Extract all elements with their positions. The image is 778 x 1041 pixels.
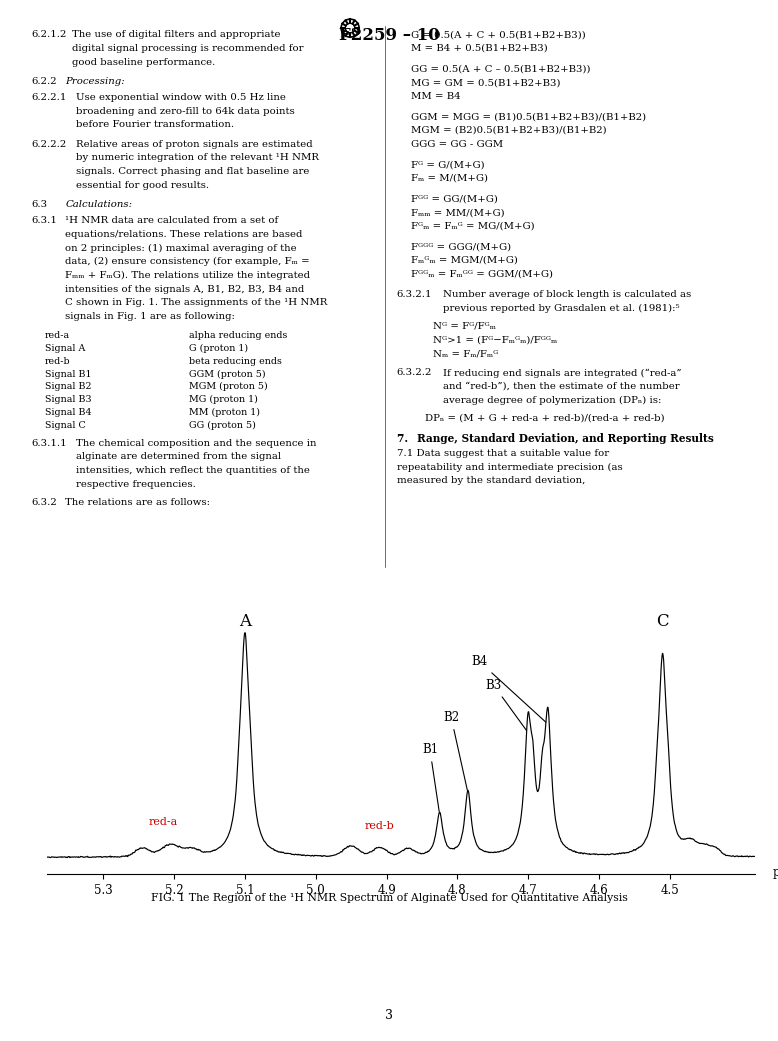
Text: red-b: red-b	[365, 821, 394, 832]
Text: Fₘₘ = MM/(M+G): Fₘₘ = MM/(M+G)	[411, 208, 505, 218]
Text: B3: B3	[485, 679, 527, 731]
Text: Signal B1: Signal B1	[45, 370, 91, 379]
Text: Fₘᴳₘ = MGM/(M+G): Fₘᴳₘ = MGM/(M+G)	[411, 256, 518, 265]
Text: Nᴳ = Fᴳ/Fᴳₘ: Nᴳ = Fᴳ/Fᴳₘ	[433, 322, 496, 331]
Text: measured by the standard deviation,: measured by the standard deviation,	[397, 477, 585, 485]
Text: Fᴳₘ = Fₘᴳ = MG/(M+G): Fᴳₘ = Fₘᴳ = MG/(M+G)	[411, 222, 534, 231]
Text: B4: B4	[471, 655, 546, 722]
Text: MM (proton 1): MM (proton 1)	[188, 408, 260, 416]
Text: previous reported by Grasdalen et al. (1981):⁵: previous reported by Grasdalen et al. (1…	[443, 304, 680, 313]
Text: signals in Fig. 1 are as following:: signals in Fig. 1 are as following:	[65, 312, 235, 321]
Text: and “red-b”), then the estimate of the number: and “red-b”), then the estimate of the n…	[443, 382, 680, 391]
Text: alpha reducing ends: alpha reducing ends	[188, 331, 287, 340]
Text: beta reducing ends: beta reducing ends	[188, 357, 282, 365]
Text: intensities of the signals A, B1, B2, B3, B4 and: intensities of the signals A, B1, B2, B3…	[65, 285, 305, 294]
Text: MM = B4: MM = B4	[411, 92, 461, 101]
Text: respective frequencies.: respective frequencies.	[75, 480, 195, 489]
Text: 6.3: 6.3	[31, 200, 47, 209]
Text: red-a: red-a	[149, 817, 178, 828]
Text: B2: B2	[443, 711, 468, 790]
Text: The use of digital filters and appropriate: The use of digital filters and appropria…	[72, 30, 281, 40]
Text: Fᴳᴳᴳ = GGG/(M+G): Fᴳᴳᴳ = GGG/(M+G)	[411, 243, 511, 251]
Text: Processing:: Processing:	[65, 77, 125, 85]
Text: 6.2.1.2: 6.2.1.2	[31, 30, 66, 40]
Text: ppm: ppm	[773, 866, 778, 879]
Text: The chemical composition and the sequence in: The chemical composition and the sequenc…	[75, 438, 316, 448]
Text: Use exponential window with 0.5 Hz line: Use exponential window with 0.5 Hz line	[75, 93, 286, 102]
Text: 6.3.1: 6.3.1	[31, 217, 57, 225]
Text: 7.1 Data suggest that a suitable value for: 7.1 Data suggest that a suitable value f…	[397, 449, 609, 458]
Text: ¹H NMR data are calculated from a set of: ¹H NMR data are calculated from a set of	[65, 217, 279, 225]
Text: Number average of block length is calculated as: Number average of block length is calcul…	[443, 290, 692, 299]
Text: GG (proton 5): GG (proton 5)	[188, 421, 255, 430]
Text: MG = GM = 0.5(B1+B2+B3): MG = GM = 0.5(B1+B2+B3)	[411, 78, 561, 87]
Text: The relations are as follows:: The relations are as follows:	[65, 498, 210, 507]
Text: G = 0.5(A + C + 0.5(B1+B2+B3)): G = 0.5(A + C + 0.5(B1+B2+B3))	[411, 30, 586, 40]
Text: Nₘ = Fₘ/Fₘᴳ: Nₘ = Fₘ/Fₘᴳ	[433, 349, 498, 358]
Text: MGM = (B2)0.5(B1+B2+B3)/(B1+B2): MGM = (B2)0.5(B1+B2+B3)/(B1+B2)	[411, 126, 607, 135]
Text: G (proton 1): G (proton 1)	[188, 344, 247, 353]
Text: by numeric integration of the relevant ¹H NMR: by numeric integration of the relevant ¹…	[75, 153, 319, 162]
Text: before Fourier transformation.: before Fourier transformation.	[75, 121, 233, 129]
Text: Signal C: Signal C	[45, 421, 86, 430]
Text: DPₙ = (M + G + red-a + red-b)/(red-a + red-b): DPₙ = (M + G + red-a + red-b)/(red-a + r…	[426, 413, 665, 423]
Text: C: C	[657, 612, 669, 630]
Text: signals. Correct phasing and flat baseline are: signals. Correct phasing and flat baseli…	[75, 167, 309, 176]
Text: digital signal processing is recommended for: digital signal processing is recommended…	[72, 44, 303, 53]
Text: F2259 – 10: F2259 – 10	[338, 27, 440, 44]
Text: Fₘ = M/(M+G): Fₘ = M/(M+G)	[411, 174, 488, 183]
Text: broadening and zero-fill to 64k data points: broadening and zero-fill to 64k data poi…	[75, 107, 294, 116]
Text: FIG. 1 The Region of the ¹H NMR Spectrum of Alginate Used for Quantitative Analy: FIG. 1 The Region of the ¹H NMR Spectrum…	[151, 893, 627, 904]
Text: 6.3.2.2: 6.3.2.2	[397, 369, 432, 377]
Text: M = B4 + 0.5(B1+B2+B3): M = B4 + 0.5(B1+B2+B3)	[411, 44, 548, 53]
Text: data, (2) ensure consistency (for example, Fₘ =: data, (2) ensure consistency (for exampl…	[65, 257, 310, 266]
Text: MG (proton 1): MG (proton 1)	[188, 395, 258, 404]
Text: 6.2.2.2: 6.2.2.2	[31, 139, 66, 149]
Text: C shown in Fig. 1. The assignments of the ¹H NMR: C shown in Fig. 1. The assignments of th…	[65, 299, 328, 307]
Text: Fₘₘ + FₘG). The relations utilize the integrated: Fₘₘ + FₘG). The relations utilize the in…	[65, 271, 310, 280]
Text: 6.3.1.1: 6.3.1.1	[31, 438, 67, 448]
Text: average degree of polymerization (DPₙ) is:: average degree of polymerization (DPₙ) i…	[443, 396, 661, 405]
Text: If reducing end signals are integrated (“red-a”: If reducing end signals are integrated (…	[443, 369, 682, 378]
Text: repeatability and intermediate precision (as: repeatability and intermediate precision…	[397, 462, 622, 472]
Text: Signal B3: Signal B3	[45, 395, 92, 404]
Text: Calculations:: Calculations:	[65, 200, 132, 209]
Text: red-b: red-b	[45, 357, 71, 365]
Text: A: A	[239, 612, 251, 630]
Text: 7.  Range, Standard Deviation, and Reporting Results: 7. Range, Standard Deviation, and Report…	[397, 433, 713, 443]
Text: 3: 3	[385, 1010, 393, 1022]
Text: 6.2.2.1: 6.2.2.1	[31, 93, 66, 102]
Text: 6.3.2: 6.3.2	[31, 498, 57, 507]
Text: intensities, which reflect the quantities of the: intensities, which reflect the quantitie…	[75, 466, 310, 475]
Text: on 2 principles: (1) maximal averaging of the: on 2 principles: (1) maximal averaging o…	[65, 244, 297, 253]
Text: essential for good results.: essential for good results.	[75, 181, 209, 189]
Text: Relative areas of proton signals are estimated: Relative areas of proton signals are est…	[75, 139, 312, 149]
Text: GGM = MGG = (B1)0.5(B1+B2+B3)/(B1+B2): GGM = MGG = (B1)0.5(B1+B2+B3)/(B1+B2)	[411, 112, 647, 121]
Text: Signal B2: Signal B2	[45, 382, 91, 391]
Text: Fᴳᴳₘ = Fₘᴳᴳ = GGM/(M+G): Fᴳᴳₘ = Fₘᴳᴳ = GGM/(M+G)	[411, 270, 553, 279]
Text: equations/relations. These relations are based: equations/relations. These relations are…	[65, 230, 303, 239]
Text: Fᴳᴳ = GG/(M+G): Fᴳᴳ = GG/(M+G)	[411, 195, 498, 203]
Text: 6.3.2.1: 6.3.2.1	[397, 290, 433, 299]
Text: red-a: red-a	[45, 331, 70, 340]
Text: 6.2.2: 6.2.2	[31, 77, 57, 85]
Text: B1: B1	[422, 743, 440, 812]
Text: MGM (proton 5): MGM (proton 5)	[188, 382, 268, 391]
Text: GGG = GG - GGM: GGG = GG - GGM	[411, 139, 503, 149]
Text: alginate are determined from the signal: alginate are determined from the signal	[75, 453, 281, 461]
Text: Signal A: Signal A	[45, 344, 85, 353]
Text: good baseline performance.: good baseline performance.	[72, 57, 216, 67]
Text: Fᴳ = G/(M+G): Fᴳ = G/(M+G)	[411, 160, 485, 169]
Text: Nᴳ>1 = (Fᴳ−Fₘᴳₘ)/Fᴳᴳₘ: Nᴳ>1 = (Fᴳ−Fₘᴳₘ)/Fᴳᴳₘ	[433, 335, 557, 345]
Text: GGM (proton 5): GGM (proton 5)	[188, 370, 265, 379]
Text: GG = 0.5(A + C – 0.5(B1+B2+B3)): GG = 0.5(A + C – 0.5(B1+B2+B3))	[411, 65, 591, 73]
Text: Signal B4: Signal B4	[45, 408, 91, 416]
